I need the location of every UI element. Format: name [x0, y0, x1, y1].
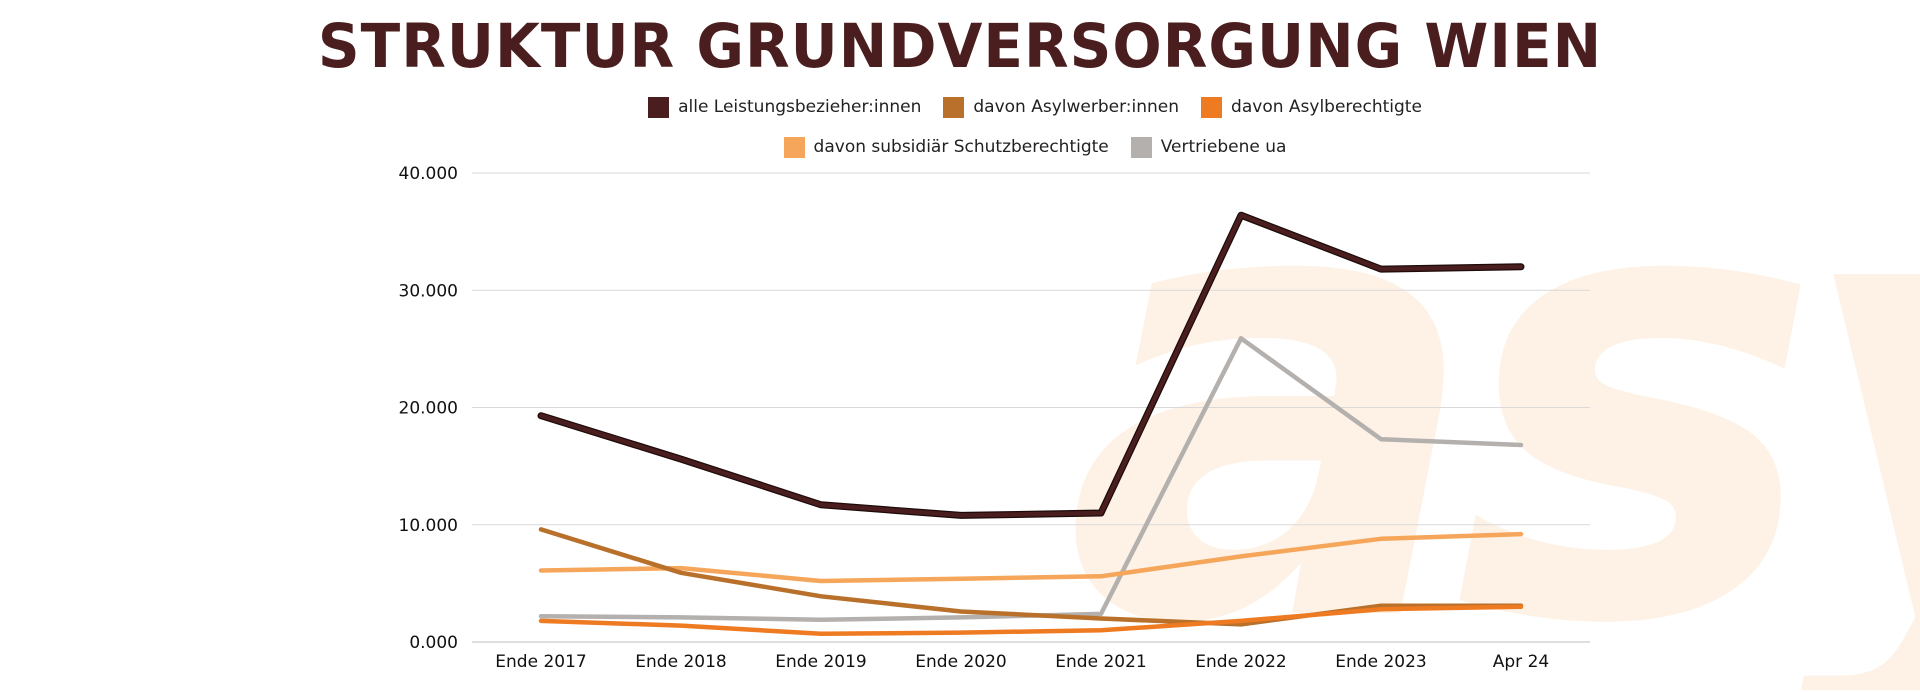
- series-alle-leistungsbezieher-innen: [537, 211, 1525, 519]
- series-davon-subsidiar-schutzberechtigte: [538, 531, 1524, 584]
- legend-swatch: [783, 136, 805, 158]
- legend-label: alle Leistungsbezieher:innen: [678, 97, 922, 117]
- x-tick-label: Ende 2021: [1055, 652, 1146, 672]
- gridlines: [472, 172, 1590, 643]
- series-line: [538, 604, 1524, 637]
- y-tick-label: 40.000: [399, 164, 458, 184]
- y-tick-label: 20.000: [399, 399, 458, 419]
- legend-swatch: [1130, 136, 1152, 158]
- x-tick-label: Apr 24: [1493, 652, 1549, 672]
- legend-item-alle-leistungsbezieher-innen: alle Leistungsbezieher:innen: [648, 96, 921, 118]
- legend-label: davon Asylberechtigte: [1231, 97, 1422, 117]
- legend-label: davon subsidiär Schutzberechtigte: [813, 137, 1109, 157]
- legend-label: davon Asylwerber:innen: [973, 97, 1180, 117]
- series-line: [538, 527, 1524, 627]
- x-tick-label: Ende 2020: [915, 652, 1006, 672]
- x-tick-label: Ende 2019: [775, 652, 866, 672]
- x-tick-label: Ende 2017: [495, 652, 586, 672]
- series-davon-asylberechtigte: [538, 604, 1524, 637]
- y-axis: 0.000 10.000 20.000 30.000 40.000: [399, 164, 458, 653]
- legend-swatch: [943, 96, 965, 118]
- legend-item-davon-asylberechtigte: davon Asylberechtigte: [1201, 96, 1422, 118]
- x-tick-label: Ende 2022: [1195, 652, 1286, 672]
- series-line-outline: [537, 211, 1525, 519]
- x-tick-label: Ende 2018: [635, 652, 726, 672]
- y-tick-label: 30.000: [399, 281, 458, 301]
- chart-title: STRUKTUR GRUNDVERSORGUNG WIEN: [317, 10, 1603, 82]
- legend-item-davon-asylwerber-innen: davon Asylwerber:innen: [943, 96, 1179, 118]
- legend-item-davon-subsidiar-schutzberechtigte: davon subsidiär Schutzberechtigte: [783, 136, 1109, 158]
- series-line: [538, 212, 1524, 518]
- x-axis: Ende 2017 Ende 2018 Ende 2019 Ende 2020 Ende…: [495, 652, 1549, 672]
- legend-swatch: [648, 96, 670, 118]
- legend-item-vertriebene-ua: Vertriebene ua: [1130, 136, 1287, 158]
- y-tick-label: 10.000: [399, 516, 458, 536]
- series-lines: [537, 211, 1525, 637]
- legend-swatch: [1201, 96, 1223, 118]
- series-line: [538, 531, 1524, 584]
- x-tick-label: Ende 2023: [1335, 652, 1426, 672]
- legend-label: Vertriebene ua: [1160, 137, 1287, 157]
- y-tick-label: 0.000: [409, 633, 458, 653]
- legend: alle Leistungsbezieher:innen davon Asylwe…: [500, 96, 1570, 158]
